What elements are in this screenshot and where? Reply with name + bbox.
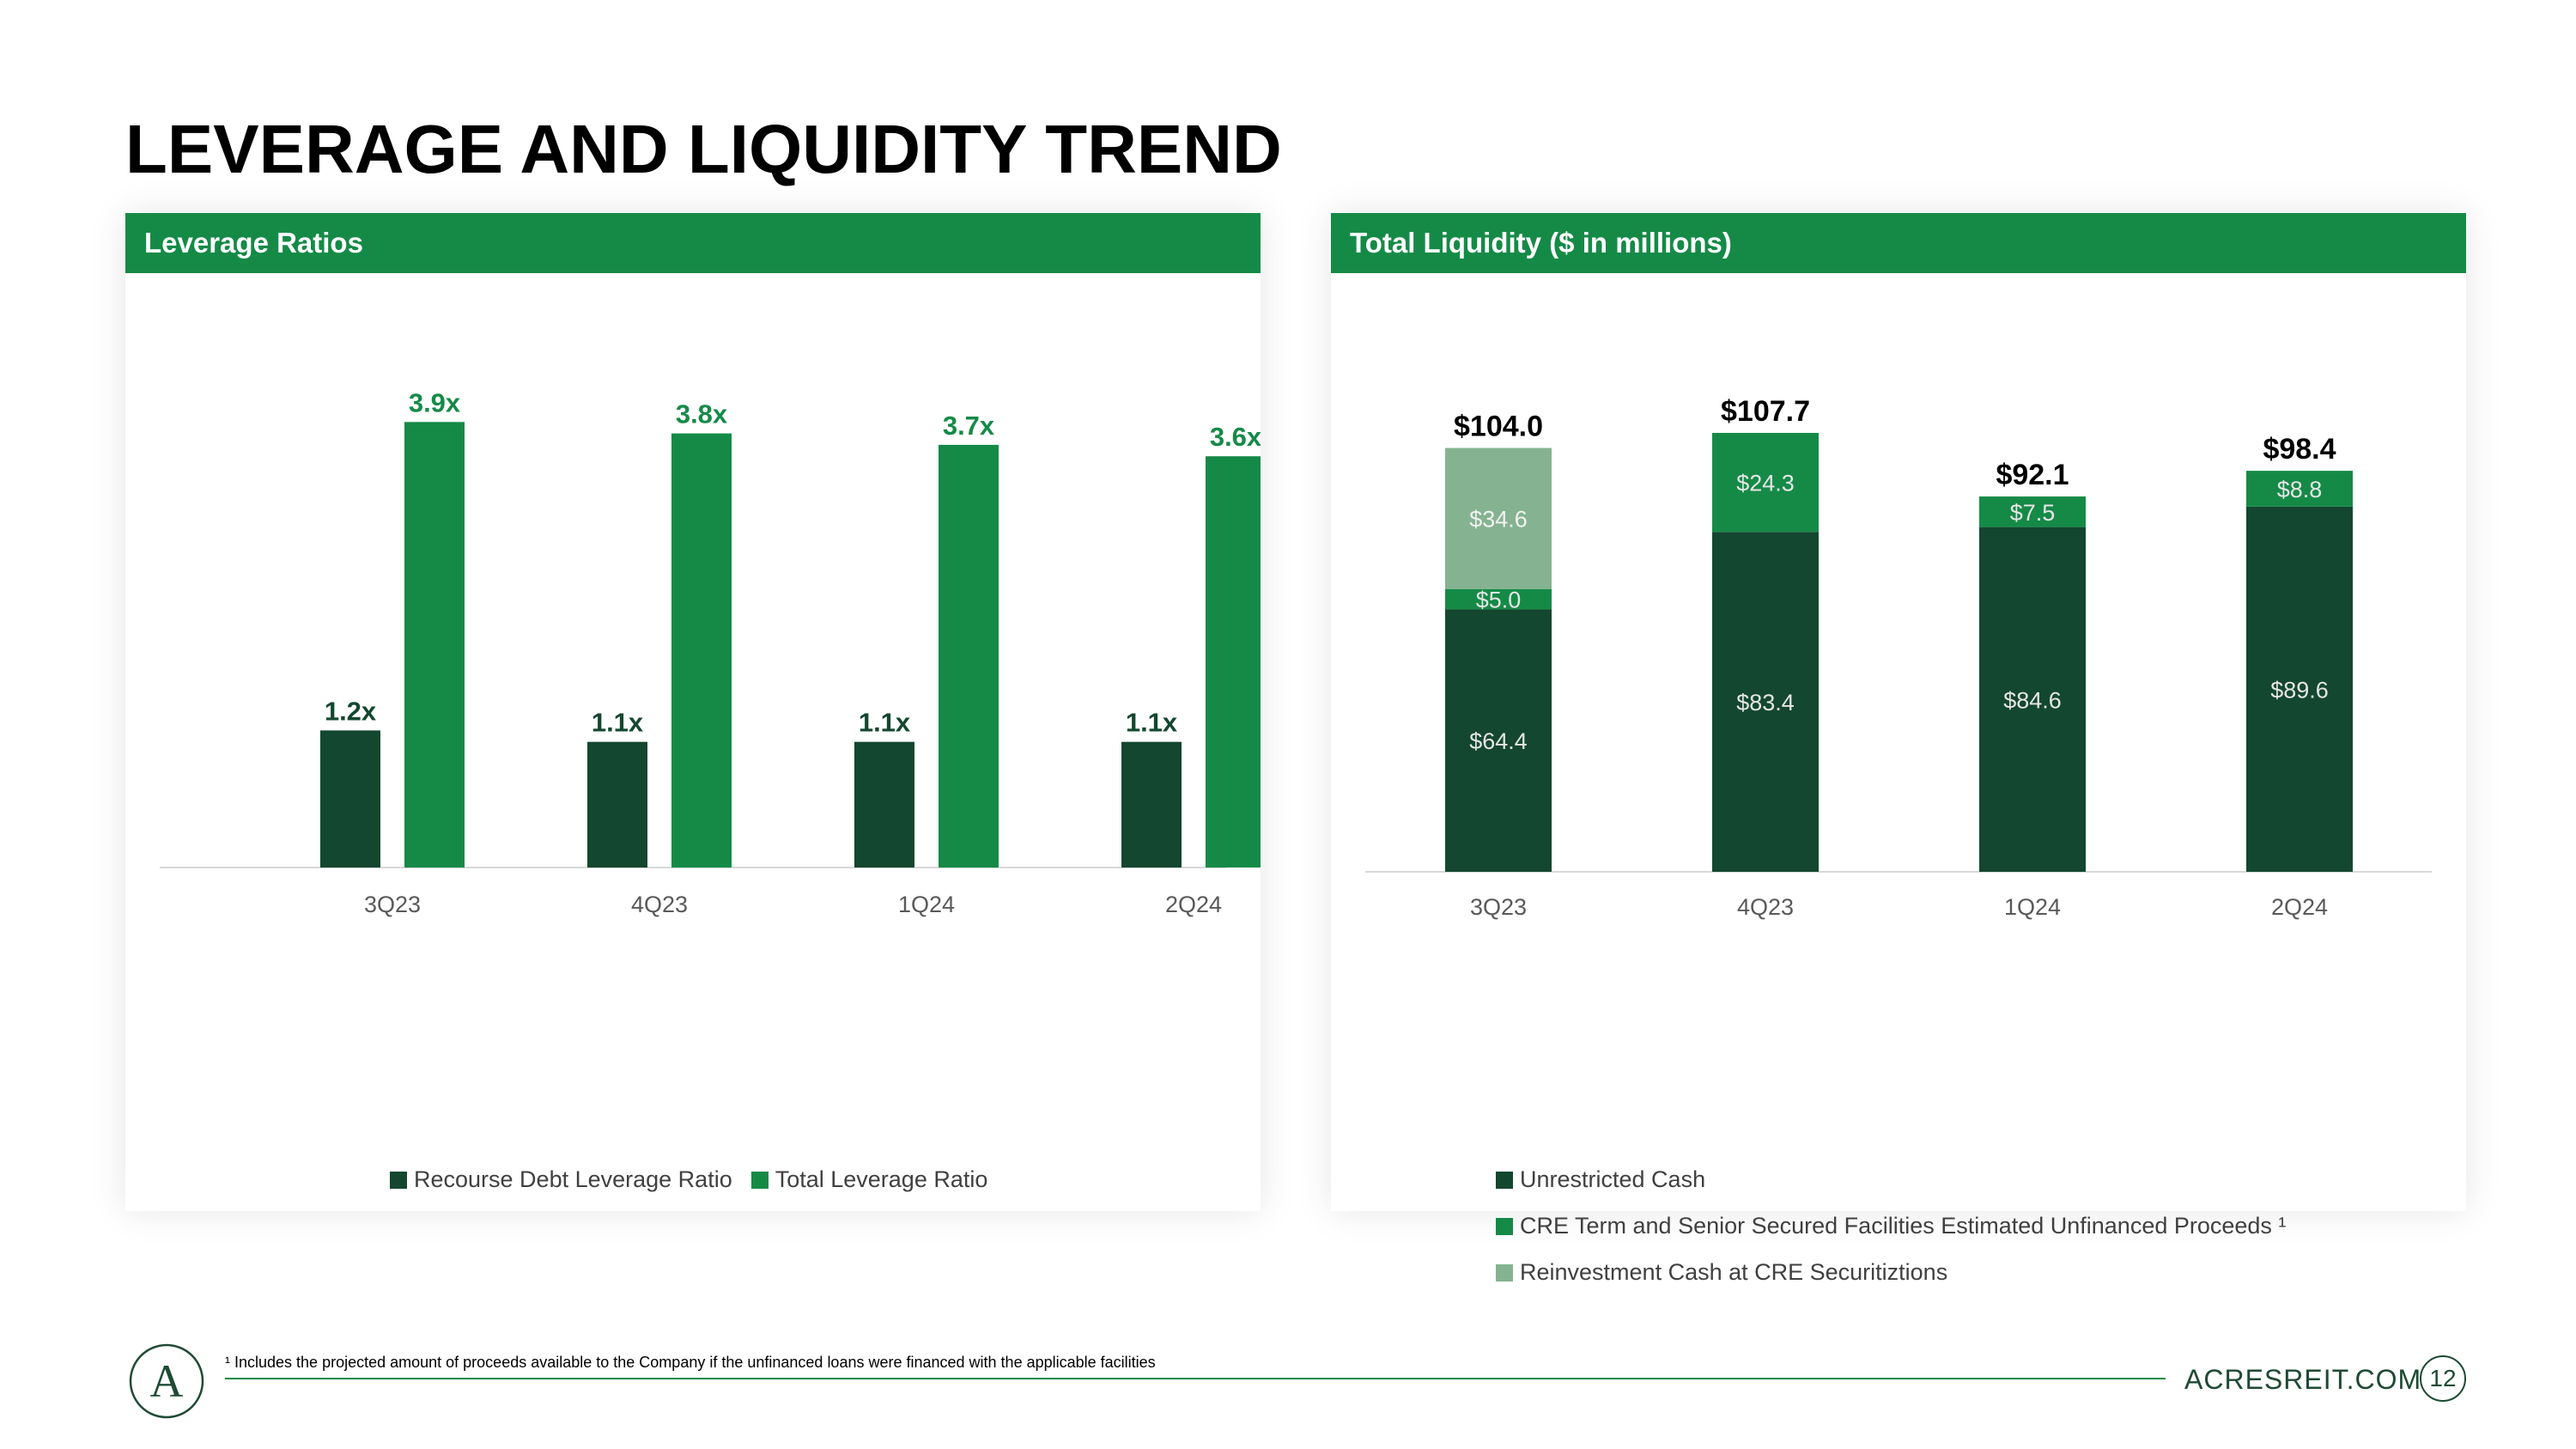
bar-label-total-1Q24: 3.7x <box>943 411 995 441</box>
company-logo: A <box>129 1343 204 1419</box>
liquidity-legend-cre-term: CRE Term and Senior Secured Facilities E… <box>1496 1213 2286 1239</box>
bar-label-recourse-2Q24: 1.1x <box>1126 708 1178 738</box>
bar-recourse-1Q24 <box>854 741 914 868</box>
bar-total-3Q23 <box>404 422 465 868</box>
segment-label-unrestricted-2Q24: $89.6 <box>2270 677 2329 703</box>
bar-label-total-3Q23: 3.9x <box>409 387 461 417</box>
bar-total-4Q23 <box>671 433 732 868</box>
leverage-ratios-header: Leverage Ratios <box>125 213 1261 273</box>
segment-label-cre-term-2Q24: $8.8 <box>2277 477 2323 502</box>
total-liquidity-header: Total Liquidity ($ in millions) <box>1331 213 2466 273</box>
x-tick-label: 3Q23 <box>364 892 421 917</box>
total-liquidity-panel: Total Liquidity ($ in millions) $64.4 $5.… <box>1331 213 2466 1211</box>
liquidity-legend-reinvestment: Reinvestment Cash at CRE Securitiztions <box>1496 1259 1947 1286</box>
footer-divider <box>225 1378 2166 1379</box>
legend-swatch-reinvestment <box>1496 1263 1513 1282</box>
x-tick-label: 2Q24 <box>1165 892 1222 917</box>
website-link[interactable]: ACRESREIT.COM <box>2184 1364 2422 1395</box>
segment-cre-term-1Q24 <box>1979 496 2086 527</box>
segment-unrestricted-3Q23 <box>1445 609 1552 872</box>
total-label-4Q23: $107.7 <box>1721 395 1810 428</box>
footnote: ¹ Includes the projected amount of proce… <box>225 1354 1156 1371</box>
x-tick-label: 1Q24 <box>2004 894 2061 920</box>
total-label-2Q24: $98.4 <box>2263 433 2336 466</box>
logo-letter: A <box>150 1355 184 1407</box>
legend-swatch-unrestricted <box>1496 1171 1513 1189</box>
segment-reinvestment-3Q23 <box>1445 447 1552 589</box>
bar-recourse-3Q23 <box>320 730 380 868</box>
legend-label-unrestricted: Unrestricted Cash <box>1520 1166 1706 1192</box>
total-label-1Q24: $92.1 <box>1996 459 2069 491</box>
leverage-ratios-chart: 1.2x 3.9x 3Q23 1.1x 3.8x 4Q23 1.1x 3.7x 1Q24 1.1x… <box>160 387 1261 917</box>
x-tick-label: 4Q23 <box>631 892 688 917</box>
bar-label-recourse-3Q23: 1.2x <box>325 696 377 726</box>
x-tick-label: 2Q24 <box>2271 894 2328 920</box>
bar-label-total-2Q24: 3.6x <box>1210 422 1261 452</box>
legend-label-total: Total Leverage Ratio <box>775 1166 988 1192</box>
segment-cre-term-4Q23 <box>1712 433 1819 533</box>
segment-label-cre-term-4Q23: $24.3 <box>1736 471 1795 496</box>
legend-swatch-total <box>750 1171 769 1189</box>
bar-label-total-4Q23: 3.8x <box>676 399 728 429</box>
legend-label-cre-term: CRE Term and Senior Secured Facilities E… <box>1520 1213 2287 1239</box>
segment-unrestricted-2Q24 <box>2246 506 2353 872</box>
leverage-legend: Recourse Debt Leverage Ratio Total Lever… <box>390 1166 987 1193</box>
legend-swatch-cre-term <box>1496 1217 1513 1235</box>
liquidity-legend-unrestricted: Unrestricted Cash <box>1496 1166 1705 1193</box>
segment-label-unrestricted-4Q23: $83.4 <box>1736 690 1795 715</box>
segment-cre-term-2Q24 <box>2246 471 2353 507</box>
x-tick-label: 3Q23 <box>1470 894 1527 920</box>
segment-unrestricted-1Q24 <box>1979 527 2086 872</box>
segment-unrestricted-4Q23 <box>1712 532 1819 872</box>
segment-label-reinvestment-3Q23: $34.6 <box>1469 507 1528 533</box>
legend-swatch-recourse <box>390 1171 407 1189</box>
bar-label-recourse-4Q23: 1.1x <box>592 708 644 738</box>
x-tick-label: 4Q23 <box>1737 894 1794 920</box>
bar-label-recourse-1Q24: 1.1x <box>859 708 911 738</box>
bar-total-2Q24 <box>1206 456 1261 868</box>
total-liquidity-chart: $64.4 $5.0 $34.6 $104.0 3Q23 $83.4 $24.3 $107.7… <box>1365 395 2432 920</box>
segment-label-unrestricted-3Q23: $64.4 <box>1469 728 1528 754</box>
segment-label-unrestricted-1Q24: $84.6 <box>2003 687 2062 713</box>
bar-recourse-2Q24 <box>1121 741 1182 868</box>
legend-label-reinvestment: Reinvestment Cash at CRE Securitiztions <box>1520 1259 1948 1285</box>
total-label-3Q23: $104.0 <box>1454 411 1543 443</box>
leverage-ratios-panel: Leverage Ratios 1.2x 3.9x 3Q23 1.1x 3.8x 4Q23… <box>125 213 1261 1211</box>
segment-label-cre-term-1Q24: $7.5 <box>2010 500 2056 526</box>
page-title: LEVERAGE AND LIQUIDITY TREND <box>125 111 1282 187</box>
segment-label-cre-term-3Q23: $5.0 <box>1476 588 1522 613</box>
segment-cre-term-3Q23 <box>1445 588 1552 610</box>
bar-total-1Q24 <box>939 444 999 868</box>
x-tick-label: 1Q24 <box>898 892 955 917</box>
bar-recourse-4Q23 <box>587 741 647 868</box>
page-number: 12 <box>2420 1355 2466 1402</box>
legend-label-recourse: Recourse Debt Leverage Ratio <box>414 1166 732 1192</box>
